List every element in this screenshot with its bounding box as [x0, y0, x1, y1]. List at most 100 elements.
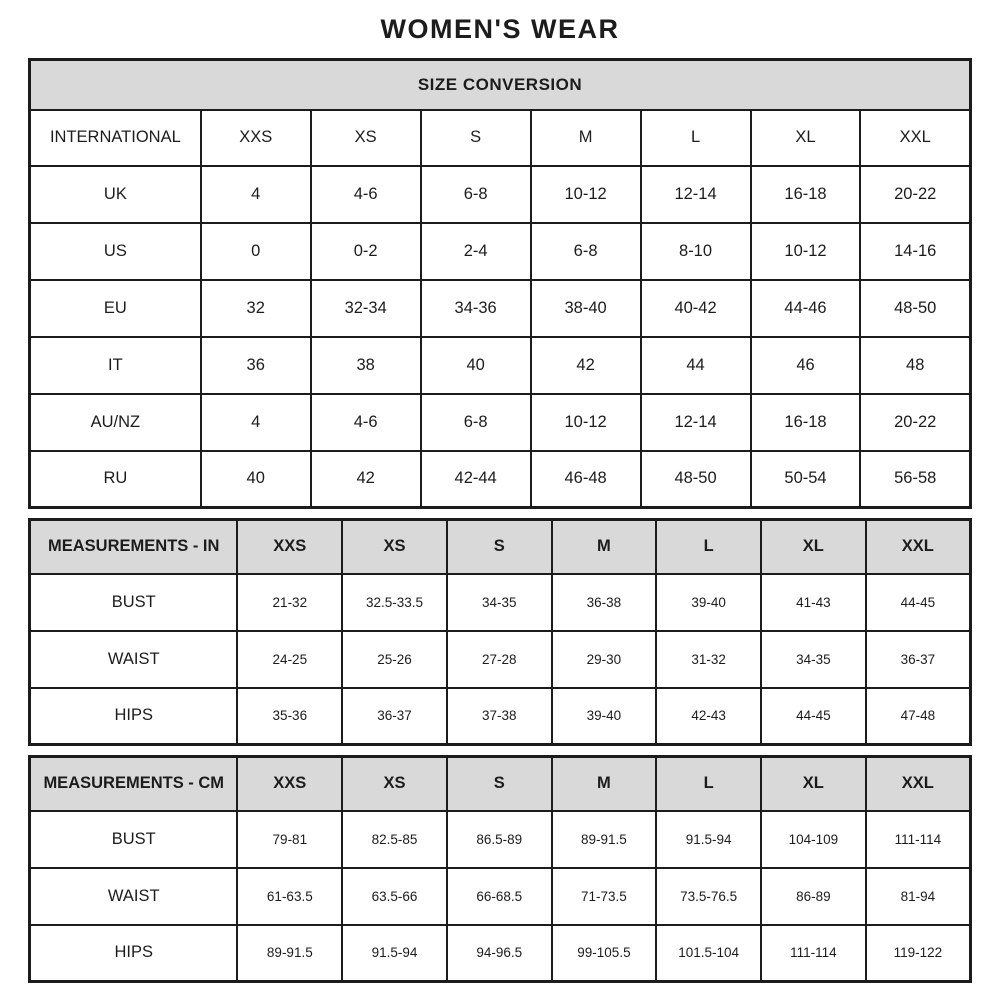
value-cell: 56-58	[859, 449, 972, 509]
value-cell: 44-45	[759, 686, 867, 746]
value-cell: 111-114	[864, 809, 972, 869]
value-cell: 4-6	[309, 164, 422, 224]
value-cell: 20-22	[859, 392, 972, 452]
row-label: AU/NZ	[28, 392, 202, 452]
value-cell: 44-46	[749, 278, 862, 338]
table-header-row: MEASUREMENTS - IN XXS XS S M L XL XXL	[28, 518, 972, 575]
column-header: XXL	[859, 108, 972, 167]
value-cell: 40	[419, 335, 532, 395]
value-cell: 89-91.5	[550, 809, 658, 869]
column-header: XXS	[199, 108, 312, 167]
value-cell: 73.5-76.5	[655, 866, 762, 926]
value-cell: 16-18	[749, 392, 862, 452]
value-cell: 21-32	[236, 572, 344, 632]
value-cell: 12-14	[639, 164, 752, 224]
column-header: S	[445, 518, 553, 575]
size-conversion-table-body: SIZE CONVERSION INTERNATIONAL XXS XS S M L XL XX…	[28, 58, 972, 509]
table-row: WAIST 61-63.5 63.5-66 66-68.5 71-73.5 73.5-76…	[28, 866, 972, 926]
table-header-row: MEASUREMENTS - CM XXS XS S M L XL XXL	[28, 755, 972, 812]
row-label: RU	[28, 449, 202, 509]
value-cell: 6-8	[529, 221, 642, 281]
column-header: S	[445, 755, 553, 812]
value-cell: 101.5-104	[655, 923, 762, 983]
value-cell: 10-12	[529, 164, 642, 224]
value-cell: 8-10	[639, 221, 752, 281]
table-banner: SIZE CONVERSION	[28, 58, 972, 111]
value-cell: 91.5-94	[341, 923, 448, 983]
value-cell: 39-40	[655, 572, 762, 632]
value-cell: 37-38	[445, 686, 553, 746]
column-header: XXL	[864, 755, 972, 812]
value-cell: 0-2	[309, 221, 422, 281]
column-header: XL	[749, 108, 862, 167]
value-cell: 71-73.5	[550, 866, 658, 926]
value-cell: 35-36	[236, 686, 344, 746]
value-cell: 104-109	[759, 809, 867, 869]
value-cell: 10-12	[749, 221, 862, 281]
table-row: IT 36 38 40 42 44 46 48	[28, 335, 972, 395]
value-cell: 12-14	[639, 392, 752, 452]
value-cell: 89-91.5	[236, 923, 344, 983]
table-header-row: INTERNATIONAL XXS XS S M L XL XXL	[28, 108, 972, 167]
value-cell: 44-45	[864, 572, 972, 632]
row-label: HIPS	[28, 923, 239, 983]
value-cell: 48-50	[859, 278, 972, 338]
value-cell: 27-28	[445, 629, 553, 689]
row-label: BUST	[28, 572, 239, 632]
value-cell: 6-8	[419, 392, 532, 452]
value-cell: 46	[749, 335, 862, 395]
value-cell: 40-42	[639, 278, 752, 338]
row-label: UK	[28, 164, 202, 224]
table-row: BUST 21-32 32.5-33.5 34-35 36-38 39-40 41-43 44…	[28, 572, 972, 632]
value-cell: 91.5-94	[655, 809, 762, 869]
value-cell: 16-18	[749, 164, 862, 224]
value-cell: 39-40	[550, 686, 658, 746]
column-header: M	[550, 755, 658, 812]
row-label: WAIST	[28, 629, 239, 689]
value-cell: 36	[199, 335, 312, 395]
value-cell: 32	[199, 278, 312, 338]
row-label: EU	[28, 278, 202, 338]
value-cell: 46-48	[529, 449, 642, 509]
value-cell: 44	[639, 335, 752, 395]
column-header: XXL	[864, 518, 972, 575]
column-header: S	[419, 108, 532, 167]
value-cell: 66-68.5	[445, 866, 553, 926]
table-row: RU 40 42 42-44 46-48 48-50 50-54 56-58	[28, 449, 972, 509]
value-cell: 86.5-89	[445, 809, 553, 869]
value-cell: 25-26	[341, 629, 448, 689]
value-cell: 119-122	[864, 923, 972, 983]
value-cell: 34-36	[419, 278, 532, 338]
value-cell: 50-54	[749, 449, 862, 509]
column-header: XL	[759, 518, 867, 575]
table-row: HIPS 89-91.5 91.5-94 94-96.5 99-105.5 101.5-1…	[28, 923, 972, 983]
column-header: XL	[759, 755, 867, 812]
value-cell: 42-43	[655, 686, 762, 746]
value-cell: 81-94	[864, 866, 972, 926]
table-row: US 0 0-2 2-4 6-8 8-10 10-12 14-16	[28, 221, 972, 281]
table-row: UK 4 4-6 6-8 10-12 12-14 16-18 20-22	[28, 164, 972, 224]
value-cell: 82.5-85	[341, 809, 448, 869]
value-cell: 4	[199, 164, 312, 224]
value-cell: 111-114	[759, 923, 867, 983]
value-cell: 63.5-66	[341, 866, 448, 926]
value-cell: 48	[859, 335, 972, 395]
page-title: WOMEN'S WEAR	[380, 14, 620, 44]
table-row: HIPS 35-36 36-37 37-38 39-40 42-43 44-45 47-48	[28, 686, 972, 746]
column-header: XXS	[236, 518, 344, 575]
row-label: US	[28, 221, 202, 281]
value-cell: 61-63.5	[236, 866, 344, 926]
value-cell: 40	[199, 449, 312, 509]
column-header: L	[639, 108, 752, 167]
value-cell: 10-12	[529, 392, 642, 452]
measurements-cm-table: MEASUREMENTS - CM XXS XS S M L XL XXL BUST 79-81 8…	[28, 755, 972, 983]
value-cell: 36-37	[864, 629, 972, 689]
column-header: L	[655, 755, 762, 812]
value-cell: 38	[309, 335, 422, 395]
column-header: XS	[341, 518, 448, 575]
value-cell: 36-38	[550, 572, 658, 632]
value-cell: 38-40	[529, 278, 642, 338]
value-cell: 47-48	[864, 686, 972, 746]
value-cell: 48-50	[639, 449, 752, 509]
